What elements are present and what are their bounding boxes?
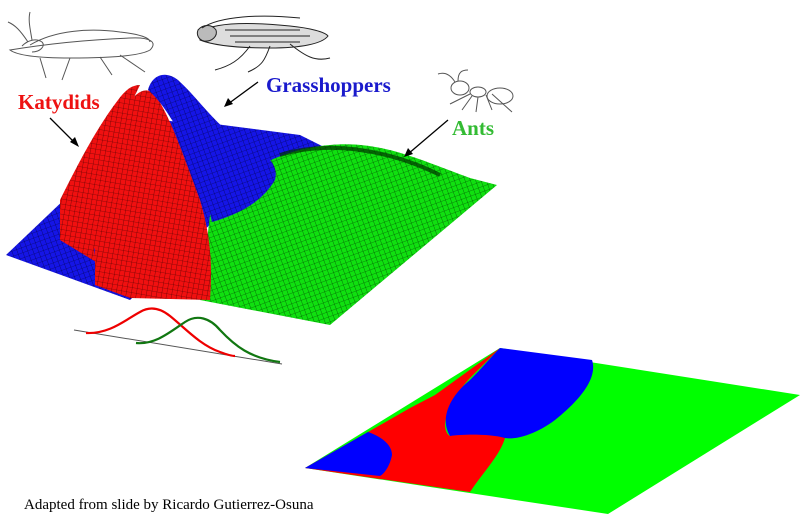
katydid-icon (7, 11, 154, 81)
pointer-arrows (49, 81, 449, 157)
region-grasshoppers-corner (305, 432, 392, 476)
grasshoppers-curve (135, 316, 281, 364)
baseline-axis (73, 329, 283, 365)
grasshoppers-label: Grasshoppers (266, 73, 391, 97)
decision-regions (305, 348, 800, 514)
surface-grasshoppers-peak (148, 74, 276, 222)
ants-label: Ants (452, 116, 495, 140)
region-grasshoppers-main (445, 348, 594, 439)
surface-ridge (279, 145, 441, 177)
source-caption: Adapted from slide by Ricardo Gutierrez-… (24, 497, 314, 513)
grasshoppers-arrow (227, 81, 259, 105)
surface-katydids (86, 90, 211, 300)
surface-katydids-flank (60, 85, 140, 262)
grasshopper-icon (196, 15, 331, 73)
one-dimensional-distributions (73, 307, 283, 365)
surface-ants (200, 144, 497, 325)
ants-arrow (407, 119, 449, 155)
ant-icon (437, 69, 514, 113)
density-surface (6, 74, 497, 325)
katydids-label: Katydids (18, 90, 100, 114)
katydids-arrow (49, 117, 77, 145)
katydids-curve (85, 307, 236, 358)
